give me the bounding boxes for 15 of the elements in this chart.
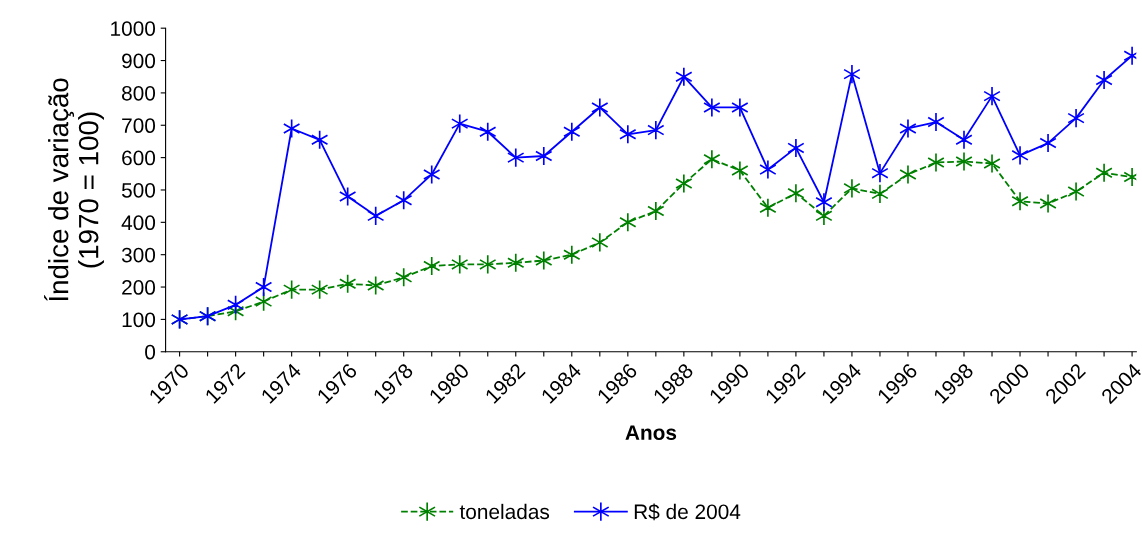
legend-label: toneladas [459, 503, 550, 520]
y-tick-label: 500 [121, 182, 156, 198]
y-tick-label: 100 [122, 312, 156, 328]
y-tick-label: 900 [122, 53, 156, 69]
y-tick-label: 300 [121, 247, 156, 263]
y-tick-label: 1000 [111, 21, 156, 36]
y-tick-label: 0 [145, 344, 156, 360]
legend-label: R$ de 2004 [634, 503, 741, 521]
y-tick-label: 800 [122, 85, 156, 101]
x-axis-title: Anos [625, 425, 677, 440]
y-tick-label: 600 [122, 150, 156, 166]
y-tick-label: 200 [122, 280, 156, 295]
y-tick-label: 400 [121, 215, 156, 231]
y-tick-label: 700 [122, 118, 156, 134]
y-axis-title: Índice de variação (1970 = 100) [44, 78, 104, 301]
